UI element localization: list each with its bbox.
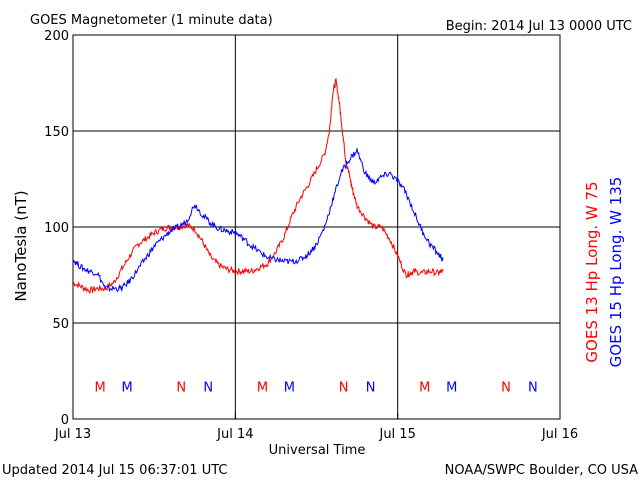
y-axis-label: NanoTesla (nT) [12,190,30,301]
x-tick-label: Jul 16 [541,427,578,442]
y-tick-labels: 0 50 100 150 200 [44,29,79,428]
marker-m: M [121,380,132,395]
marker-n: N [528,380,538,395]
legend-entry-goes13: GOES 13 Hp Long. W 75 [583,181,601,362]
marker-n: N [176,380,186,395]
y-tick-label: 100 [44,221,69,236]
source-credit: NOAA/SWPC Boulder, CO USA [445,463,638,478]
grid-lines [73,35,560,419]
marker-n: N [203,380,213,395]
legend: GOES 13 Hp Long. W 75 GOES 15 Hp Long. W … [583,177,625,368]
series-line-goes15 [72,148,444,293]
x-tick-label: Jul 14 [216,427,253,442]
y-tick-label: 50 [52,317,69,332]
x-axis-label: Universal Time [269,443,366,458]
y-tick-label: 150 [44,125,69,140]
marker-n: N [339,380,349,395]
marker-m: M [257,380,268,395]
y-tick-label: 200 [44,29,69,44]
marker-n: N [501,380,511,395]
updated-timestamp: Updated 2014 Jul 15 06:37:01 UTC [2,463,227,478]
legend-entry-goes15: GOES 15 Hp Long. W 135 [607,177,625,368]
marker-m: M [95,380,106,395]
y-tick-label: 0 [61,413,69,428]
x-tick-labels: Jul 13 Jul 14 Jul 15 Jul 16 [54,413,578,442]
series-line-goes13 [73,77,444,294]
series-lines [72,77,444,294]
begin-label: Begin: 2014 Jul 13 0000 UTC [446,19,632,34]
marker-n: N [366,380,376,395]
marker-m: M [419,380,430,395]
x-tick-label: Jul 15 [378,427,415,442]
marker-m: M [446,380,457,395]
x-tick-label: Jul 13 [54,427,91,442]
marker-m: M [284,380,295,395]
chart-title: GOES Magnetometer (1 minute data) [30,13,273,28]
